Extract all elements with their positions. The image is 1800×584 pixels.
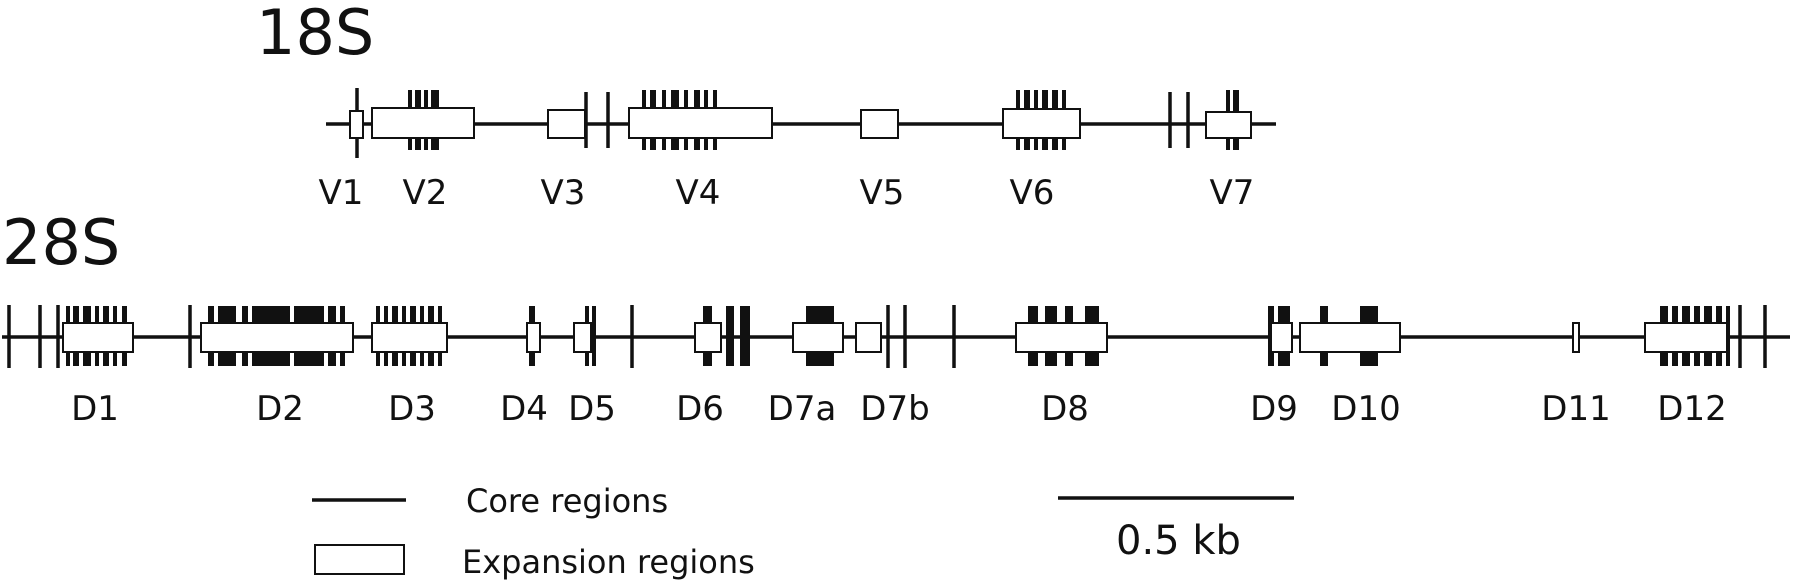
- region-label-d7b: D7b: [860, 389, 929, 429]
- expansion-region-v1: [349, 110, 364, 139]
- legend-expansion-label: Expansion regions: [462, 543, 755, 581]
- scale-bar: 0.5 kb: [1058, 496, 1294, 564]
- region-label-d12: D12: [1657, 389, 1726, 429]
- region-label-d11: D11: [1541, 389, 1610, 429]
- dense-mark: [726, 306, 734, 366]
- expansion-region-d2: [200, 322, 354, 353]
- expansion-region-v6: [1002, 108, 1081, 139]
- expansion-region-d4: [526, 322, 541, 353]
- scale-bar-label: 0.5 kb: [1116, 518, 1241, 564]
- dense-marks-18s: [408, 90, 1239, 150]
- legend-expansion-swatch: [314, 544, 405, 575]
- region-label-v5: V5: [860, 173, 905, 213]
- expansion-region-d1: [62, 322, 134, 353]
- region-label-d6: D6: [676, 389, 724, 429]
- legend-core-label: Core regions: [466, 482, 668, 520]
- expansion-region-d7b: [855, 322, 882, 353]
- region-labels-28s: D1 D2 D3 D4 D5 D6 D7a D7b D8 D9 D10 D11 …: [71, 389, 1727, 429]
- expansion-region-d9: [1270, 322, 1293, 353]
- expansion-boxes-18s: [349, 107, 1252, 139]
- expansion-region-d3: [371, 322, 448, 353]
- region-label-d7a: D7a: [768, 389, 837, 429]
- legend: Core regions Expansion regions: [312, 482, 755, 581]
- expansion-region-v4: [628, 107, 773, 139]
- region-labels-18s: V1 V2 V3 V4 V5 V6 V7: [319, 173, 1255, 213]
- expansion-region-d7a: [792, 322, 844, 353]
- dense-mark: [592, 306, 596, 366]
- expansion-region-v3: [547, 109, 586, 139]
- expansion-region-v7: [1205, 111, 1252, 139]
- region-label-d8: D8: [1041, 389, 1089, 429]
- region-label-d2: D2: [256, 389, 304, 429]
- region-label-v4: V4: [676, 173, 721, 213]
- region-label-v1: V1: [319, 173, 364, 213]
- gene-title-28s: 28S: [2, 206, 120, 279]
- expansion-region-d12: [1644, 322, 1728, 353]
- region-label-d1: D1: [71, 389, 119, 429]
- expansion-region-d10: [1299, 322, 1401, 353]
- region-label-v3: V3: [541, 173, 586, 213]
- region-label-v2: V2: [403, 173, 448, 213]
- region-label-d3: D3: [388, 389, 436, 429]
- dense-mark: [740, 306, 750, 366]
- region-label-v7: V7: [1210, 173, 1255, 213]
- region-label-d4: D4: [500, 389, 548, 429]
- expansion-region-v2: [371, 107, 475, 139]
- expansion-boxes-28s: [62, 322, 1728, 353]
- expansion-region-d6: [694, 322, 722, 353]
- region-label-d5: D5: [568, 389, 616, 429]
- region-label-d9: D9: [1250, 389, 1298, 429]
- expansion-region-v5: [860, 109, 899, 139]
- expansion-region-d11: [1572, 322, 1580, 353]
- gene-title-18s: 18S: [256, 0, 374, 69]
- gene-18s: 18S: [256, 0, 1276, 213]
- region-label-v6: V6: [1010, 173, 1055, 213]
- expansion-region-d8: [1015, 322, 1108, 353]
- region-label-d10: D10: [1331, 389, 1400, 429]
- expansion-region-d5: [573, 322, 592, 353]
- core-marks-28s: [7, 305, 1767, 368]
- gene-28s: 28S: [2, 206, 1790, 429]
